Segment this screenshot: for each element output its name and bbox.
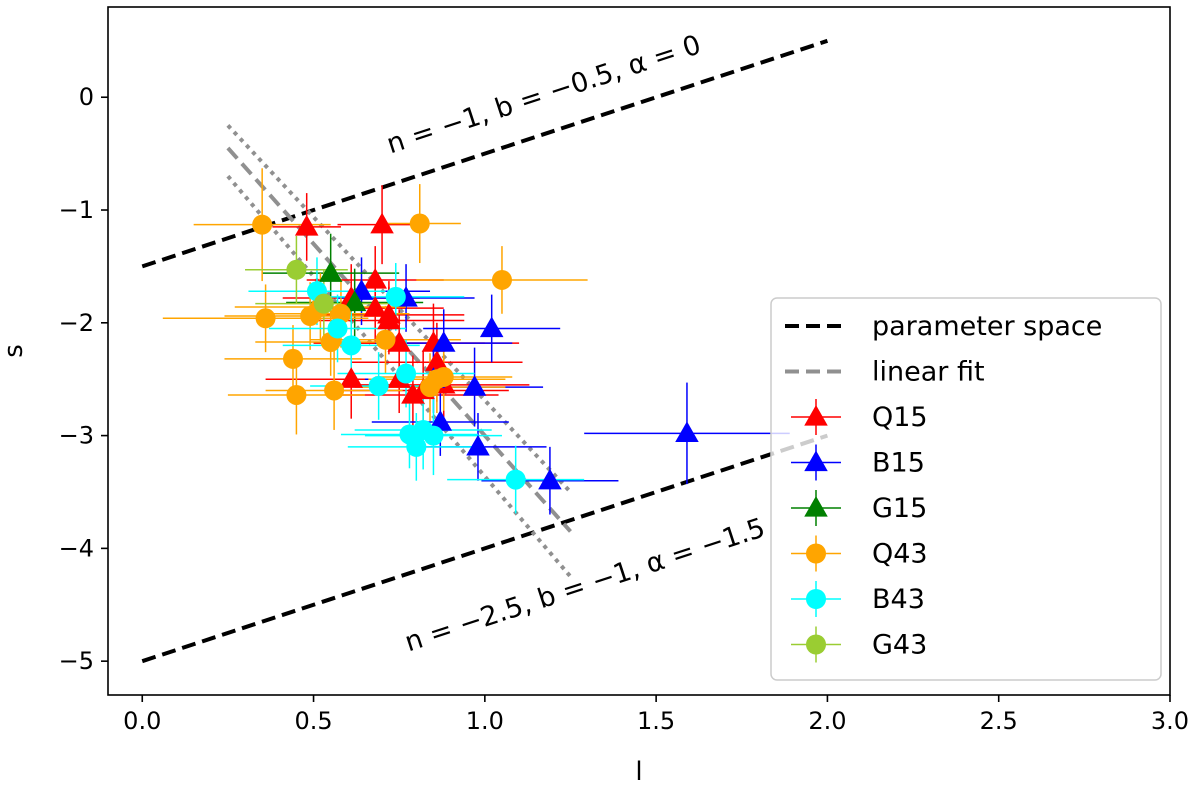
legend-label-g43: G43 bbox=[872, 630, 927, 661]
x-tick-label-1: 0.5 bbox=[294, 707, 332, 735]
point-b43-2 bbox=[327, 318, 348, 339]
reference-lines bbox=[141, 38, 829, 664]
y-tick-label-0: 0 bbox=[79, 83, 94, 111]
data-points bbox=[162, 168, 790, 515]
point-q15-6 bbox=[377, 308, 401, 330]
point-q15-8 bbox=[339, 367, 363, 388]
point-b43-7 bbox=[406, 436, 427, 457]
y-tick-label-4: −4 bbox=[59, 534, 94, 562]
point-b15-2 bbox=[431, 331, 456, 352]
point-q43-11 bbox=[286, 384, 307, 405]
point-b43-5 bbox=[396, 363, 417, 384]
legend-box bbox=[770, 297, 1162, 681]
point-q15-4 bbox=[363, 296, 387, 317]
axes: 0.0 0.5 1.0 1.5 2.0 2.5 3.0 0 −1 −2 −3 −4 −5 l s bbox=[0, 6, 1189, 787]
legend: parameter space linear fit Q15 B15 G15 Q43 B43… bbox=[770, 297, 1162, 681]
point-b15-9 bbox=[675, 421, 699, 442]
line-parameter-space-lower bbox=[141, 433, 829, 664]
point-b15-6 bbox=[428, 410, 453, 431]
legend-marker-g43 bbox=[806, 634, 826, 655]
point-g15-1 bbox=[342, 290, 367, 312]
point-q43-14 bbox=[433, 366, 454, 387]
x-tick-label-2: 1.0 bbox=[466, 707, 504, 735]
y-tick-label-2: −2 bbox=[59, 309, 94, 337]
x-axis-label: l bbox=[635, 757, 642, 787]
point-q15-1 bbox=[370, 212, 394, 234]
point-b43-1 bbox=[385, 286, 406, 307]
point-b15-7 bbox=[466, 434, 490, 456]
legend-label-q43: Q43 bbox=[872, 539, 928, 570]
y-tick-label-1: −1 bbox=[59, 196, 94, 224]
x-tick-label-5: 2.5 bbox=[980, 707, 1018, 735]
legend-marker-q43 bbox=[806, 543, 826, 564]
annotation-0: n = −1, b = −0.5, α = 0 bbox=[383, 29, 705, 160]
point-q43-3 bbox=[255, 308, 276, 329]
point-q15-7 bbox=[387, 331, 411, 352]
point-g15-0 bbox=[318, 261, 343, 282]
point-b15-4 bbox=[479, 316, 504, 338]
point-b15-8 bbox=[538, 468, 562, 490]
point-b43-9 bbox=[423, 425, 444, 446]
point-q43-1 bbox=[409, 213, 430, 234]
point-b43-3 bbox=[341, 335, 362, 356]
y-tick-label-3: −3 bbox=[59, 422, 94, 450]
legend-marker-g15 bbox=[804, 496, 828, 517]
legend-label-linear-fit: linear fit bbox=[872, 357, 985, 388]
line-parameter-space bbox=[141, 38, 829, 269]
point-q43-2 bbox=[491, 269, 512, 290]
point-q15-3 bbox=[363, 267, 387, 289]
x-tick-label-4: 2.0 bbox=[808, 707, 846, 735]
legend-marker-b43 bbox=[806, 589, 826, 609]
legend-label-parameter-space: parameter space bbox=[872, 311, 1102, 342]
y-axis-label: s bbox=[0, 344, 29, 358]
point-q15-12 bbox=[425, 350, 449, 371]
point-b15-5 bbox=[462, 375, 487, 396]
point-q15-0 bbox=[294, 214, 319, 236]
point-g43-0 bbox=[286, 259, 307, 280]
x-tick-label-6: 3.0 bbox=[1151, 707, 1189, 735]
point-b43-10 bbox=[505, 469, 526, 490]
legend-label-g15: G15 bbox=[872, 493, 927, 524]
x-tick-label-0: 0.0 bbox=[123, 707, 161, 735]
legend-marker-b15 bbox=[804, 450, 828, 472]
y-tick-label-5: −5 bbox=[59, 647, 94, 675]
legend-marker-q15 bbox=[804, 405, 828, 426]
legend-label-q15: Q15 bbox=[872, 402, 928, 433]
point-q43-8 bbox=[375, 329, 396, 350]
x-tick-label-3: 1.5 bbox=[637, 707, 675, 735]
plot-frame bbox=[107, 6, 1171, 696]
legend-label-b43: B43 bbox=[872, 584, 925, 615]
point-q43-10 bbox=[324, 380, 345, 401]
line-fit-band-upper bbox=[226, 124, 572, 494]
point-g43-1 bbox=[313, 293, 334, 314]
point-q43-9 bbox=[282, 348, 303, 369]
point-b43-4 bbox=[368, 375, 389, 396]
annotation-1: n = −2.5, b = −1, α = −1.5 bbox=[401, 512, 769, 658]
legend-label-b15: B15 bbox=[872, 448, 925, 479]
point-q43-0 bbox=[252, 214, 273, 235]
